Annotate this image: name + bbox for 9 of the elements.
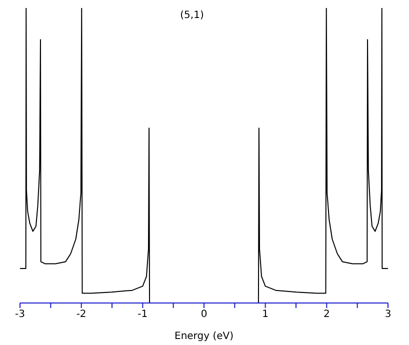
x-tick-label: 2 <box>323 309 330 320</box>
x-axis-title: Energy (eV) <box>174 331 234 342</box>
x-tick-label: 3 <box>384 309 392 320</box>
x-tick-label: -3 <box>15 309 25 320</box>
x-tick-label: -1 <box>138 309 148 320</box>
chart-title: (5,1) <box>179 10 205 21</box>
x-tick-label: 1 <box>262 309 269 320</box>
x-tick-label: 0 <box>200 309 208 320</box>
x-tick-label: -2 <box>76 309 86 320</box>
